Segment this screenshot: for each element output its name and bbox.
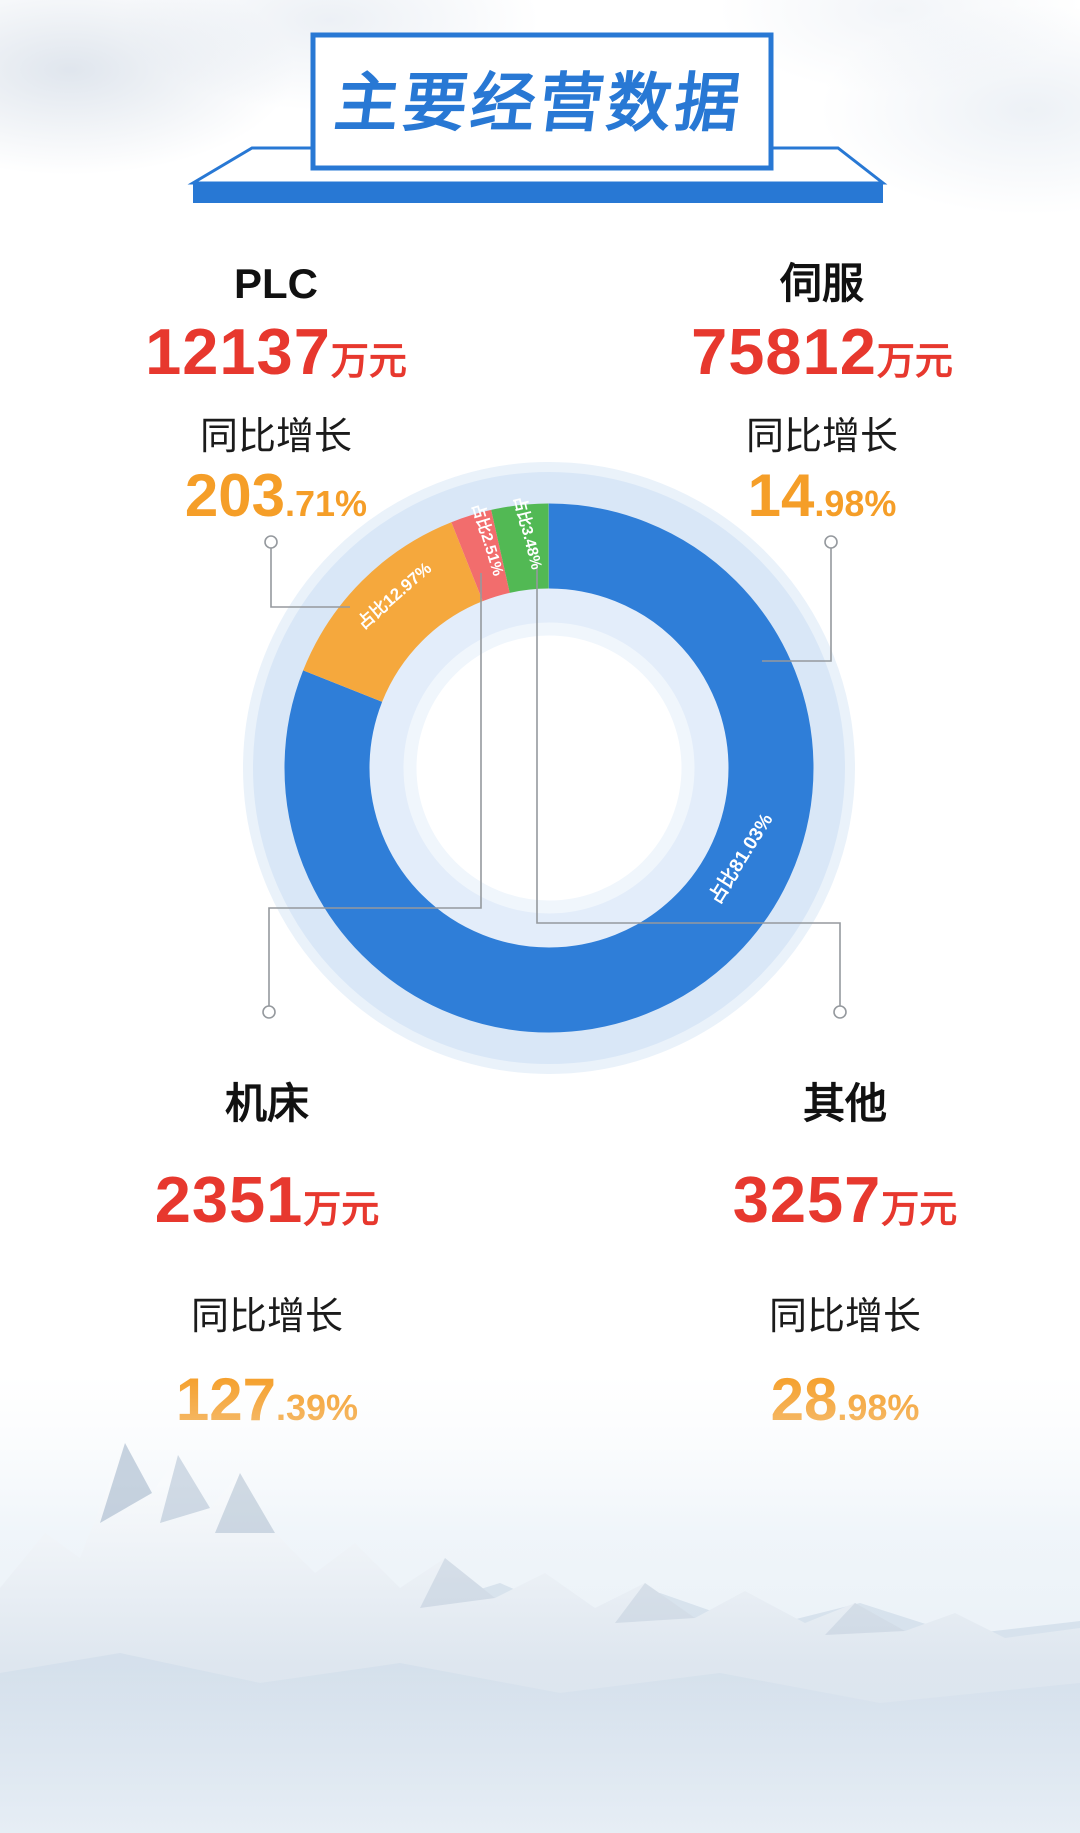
stat-name: PLC: [234, 260, 318, 307]
banner-platform-bar: [193, 183, 883, 203]
mountain-mist: [0, 1663, 1080, 1833]
stat-value-number: 3257: [732, 1163, 882, 1236]
stat-growth-frac: .71%: [285, 483, 368, 524]
mountain-facet: [420, 1558, 495, 1608]
callout-dot-other: [833, 1005, 847, 1019]
stat-name: 其他: [802, 1080, 887, 1127]
mountain-facet: [825, 1603, 905, 1635]
mountain-facet: [100, 1443, 152, 1523]
stat-name: 机床: [224, 1080, 309, 1127]
callout-line-plc: [270, 548, 350, 608]
mountain-facet: [215, 1473, 275, 1533]
callout-line-servo: [762, 548, 832, 662]
donut-chart: 占比81.03% 占比12.97% 占比2.51% 占比3.48%: [243, 462, 855, 1074]
stat-growth-int: 203: [184, 462, 286, 529]
donut-outer-halo: [253, 472, 845, 1064]
banner-title-box: [310, 32, 774, 171]
stat-growth-label: 同比增长: [190, 1296, 343, 1338]
callout-dot-machine: [262, 1005, 276, 1019]
callout-dot-servo: [824, 535, 838, 549]
stat-value: 12137万元: [96, 318, 456, 404]
stat-growth-int: 14: [747, 462, 815, 529]
stat-block-plc: PLC 12137万元 同比增长 203.71%: [96, 258, 456, 544]
stat-value: 3257万元: [665, 1166, 1025, 1252]
donut-arcs: [284, 503, 814, 1033]
mountain-background: [0, 1373, 1080, 1833]
stat-growth-label: 同比增长: [745, 416, 898, 458]
stat-value-unit: 万元: [876, 341, 953, 383]
stat-value-number: 2351: [154, 1163, 304, 1236]
page-title: 主要经营数据: [330, 67, 748, 139]
stat-value-unit: 万元: [303, 1189, 380, 1231]
banner-graphic: [187, 32, 888, 203]
donut-outer-halo-faint: [243, 462, 855, 1074]
mountain-facet: [160, 1455, 210, 1523]
callout-dot-plc: [264, 535, 278, 549]
stat-growth-label: 同比增长: [768, 1296, 921, 1338]
stat-value-number: 12137: [145, 315, 331, 388]
stat-value: 75812万元: [642, 318, 1002, 404]
callout-line-machine: [268, 573, 482, 1006]
donut-inner-glow: [369, 588, 729, 948]
stat-name: 伺服: [779, 260, 864, 307]
mountain-facet: [615, 1583, 695, 1623]
stat-growth-value: 203.71%: [96, 464, 456, 544]
donut-inner-glow-faint: [403, 622, 695, 914]
donut-segment-servo: [284, 503, 814, 1033]
stat-value-unit: 万元: [881, 1189, 958, 1231]
stat-growth-frac: .98%: [814, 483, 897, 524]
stat-block-servo: 伺服 75812万元 同比增长 14.98%: [642, 258, 1002, 544]
stat-value: 2351万元: [87, 1166, 447, 1252]
stat-growth-label: 同比增长: [199, 416, 352, 458]
stat-growth-value: 14.98%: [642, 464, 1002, 544]
stat-value-unit: 万元: [330, 341, 407, 383]
stat-value-number: 75812: [691, 315, 877, 388]
callout-line-other: [536, 562, 841, 1006]
